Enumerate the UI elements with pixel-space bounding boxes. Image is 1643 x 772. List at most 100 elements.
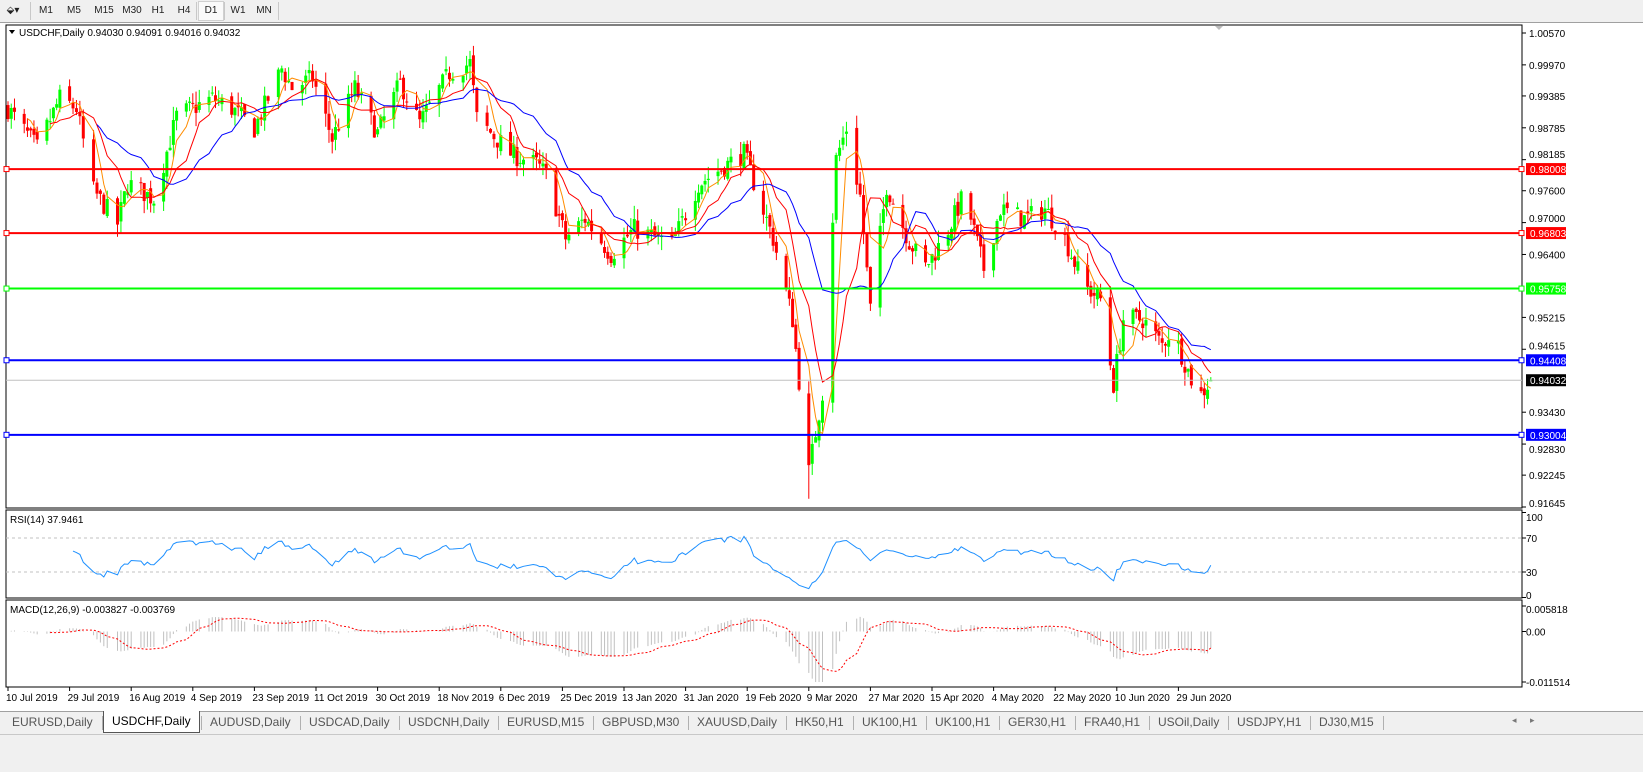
candle-body bbox=[946, 235, 950, 246]
tab-hk50-h1[interactable]: HK50,H1 bbox=[795, 715, 844, 729]
candle-body bbox=[891, 203, 895, 205]
tab-usdchf-daily[interactable]: USDCHF,Daily bbox=[103, 711, 200, 733]
tab-eurusd-m15[interactable]: EURUSD,M15 bbox=[507, 715, 585, 729]
candle-body bbox=[544, 163, 548, 169]
timeframe-m15[interactable]: M15 bbox=[94, 5, 114, 16]
candle-body bbox=[499, 135, 503, 152]
candle-body bbox=[266, 96, 270, 101]
tab-usdjpy-h1[interactable]: USDJPY,H1 bbox=[1237, 715, 1302, 729]
candle bbox=[145, 191, 149, 210]
candle bbox=[838, 139, 842, 162]
candle-body bbox=[745, 144, 749, 153]
line-handle-right bbox=[1518, 357, 1525, 364]
candle-body bbox=[447, 72, 451, 80]
candle bbox=[324, 72, 328, 127]
tab-dj30-m15[interactable]: DJ30,M15 bbox=[1319, 715, 1374, 729]
candle bbox=[684, 212, 688, 226]
tab-eurusd-daily[interactable]: EURUSD,Daily bbox=[12, 715, 93, 729]
tab-uk100-h1[interactable]: UK100,H1 bbox=[935, 715, 991, 729]
candle bbox=[382, 105, 386, 129]
tab-audusd-daily[interactable]: AUDUSD,Daily bbox=[210, 715, 291, 729]
line-handle-left bbox=[3, 431, 10, 438]
candle bbox=[841, 126, 845, 151]
candle-body bbox=[252, 118, 256, 138]
tab-separator bbox=[1149, 716, 1150, 730]
candle-body bbox=[324, 83, 328, 114]
candle-body bbox=[557, 213, 561, 216]
tab-xauusd-daily[interactable]: XAUUSD,Daily bbox=[697, 715, 778, 729]
candle bbox=[1115, 345, 1119, 403]
candle bbox=[1046, 197, 1050, 210]
candle bbox=[969, 191, 973, 226]
scroll-left-button[interactable]: ◂ bbox=[1512, 715, 1517, 725]
tab-usoil-daily[interactable]: USOil,Daily bbox=[1158, 715, 1220, 729]
candle-body bbox=[188, 101, 192, 103]
candle-body bbox=[771, 227, 775, 246]
candle-body bbox=[337, 129, 341, 131]
candle bbox=[447, 66, 451, 87]
chart-window[interactable]: 0.98008 0.96803 0.95758 0.94408 0.93004 0.940… bbox=[0, 22, 1643, 711]
scroll-right-button[interactable]: ▸ bbox=[1530, 715, 1535, 725]
candle-body bbox=[729, 156, 733, 163]
candle bbox=[162, 163, 166, 212]
candle-body bbox=[25, 127, 29, 131]
candle-body bbox=[1199, 387, 1203, 392]
tab-fra40-h1[interactable]: FRA40,H1 bbox=[1084, 715, 1141, 729]
candle-body bbox=[45, 119, 49, 141]
candle bbox=[233, 106, 237, 126]
candle bbox=[330, 128, 334, 154]
toolbar-grip bbox=[30, 2, 31, 20]
candle-body bbox=[1092, 292, 1096, 296]
candle-body bbox=[175, 110, 179, 121]
candle bbox=[791, 292, 795, 328]
candle-body bbox=[382, 116, 386, 121]
candle-body bbox=[346, 93, 350, 129]
candle-body bbox=[398, 78, 402, 80]
candle bbox=[531, 148, 535, 170]
time-label: 25 Dec 2019 bbox=[560, 693, 617, 704]
tab-usdcad-daily[interactable]: USDCAD,Daily bbox=[309, 715, 390, 729]
candle bbox=[794, 318, 798, 352]
candle-body bbox=[95, 182, 99, 194]
candle bbox=[700, 184, 704, 200]
macd-tick-label: 0.00 bbox=[1526, 628, 1546, 639]
candle-body bbox=[32, 128, 36, 135]
candle-body bbox=[933, 257, 937, 261]
candle-body bbox=[139, 182, 143, 184]
time-label: 31 Jan 2020 bbox=[684, 693, 739, 704]
candle-body bbox=[1134, 308, 1138, 312]
candle-body bbox=[1086, 265, 1090, 287]
timeframe-m30[interactable]: M30 bbox=[122, 5, 142, 16]
candle bbox=[865, 233, 869, 272]
price-tag-label: 0.98008 bbox=[1530, 165, 1567, 176]
crosshair-properties-icon[interactable]: ⬙▾ bbox=[6, 5, 20, 16]
time-label: 4 Sep 2019 bbox=[191, 693, 243, 704]
candle-body bbox=[395, 80, 399, 92]
timeframe-m1[interactable]: M1 bbox=[39, 5, 53, 16]
candle-body bbox=[677, 221, 681, 233]
candle bbox=[239, 97, 243, 120]
candle-body bbox=[612, 258, 616, 266]
candle bbox=[1202, 382, 1206, 409]
candle bbox=[485, 105, 489, 132]
timeframe-w1[interactable]: W1 bbox=[230, 5, 246, 16]
timeframe-d1[interactable]: D1 bbox=[198, 1, 224, 21]
candle bbox=[152, 200, 156, 214]
candle bbox=[632, 205, 636, 233]
candle-body bbox=[680, 216, 684, 218]
candle-body bbox=[98, 190, 102, 194]
timeframe-mn[interactable]: MN bbox=[256, 5, 272, 16]
tab-ger30-h1[interactable]: GER30,H1 bbox=[1008, 715, 1067, 729]
macd-pane bbox=[5, 599, 1523, 688]
candle bbox=[911, 245, 915, 265]
candle bbox=[29, 126, 33, 138]
candle-body bbox=[307, 70, 311, 74]
price-tick-label: 0.99970 bbox=[1529, 61, 1566, 72]
timeframe-m5[interactable]: M5 bbox=[67, 5, 81, 16]
tab-gbpusd-m30[interactable]: GBPUSD,M30 bbox=[602, 715, 680, 729]
timeframe-h4[interactable]: H4 bbox=[177, 5, 191, 16]
tab-uk100-h1[interactable]: UK100,H1 bbox=[862, 715, 918, 729]
tab-usdcnh-daily[interactable]: USDCNH,Daily bbox=[408, 715, 490, 729]
moving-average-20 bbox=[96, 88, 1212, 351]
timeframe-h1[interactable]: H1 bbox=[151, 5, 165, 16]
